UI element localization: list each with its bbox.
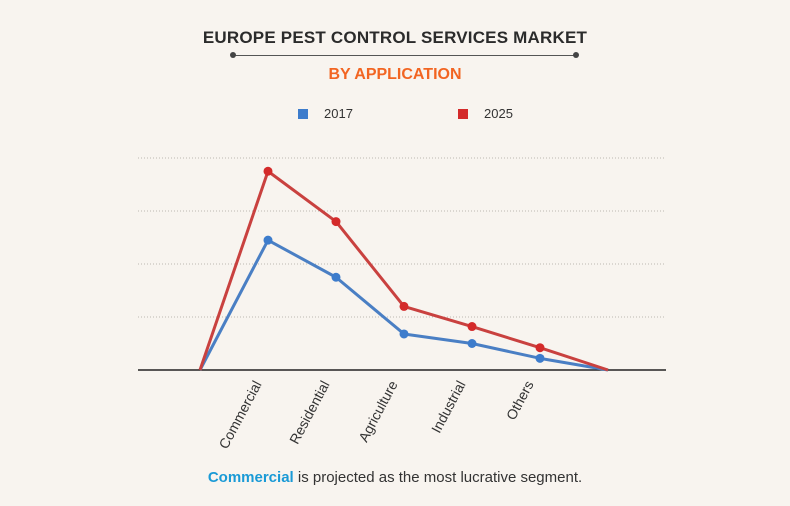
x-tick-label: Others	[503, 378, 537, 423]
divider-dot-right	[573, 52, 579, 58]
footnote: Commercial is projected as the most lucr…	[0, 469, 790, 486]
legend-swatch-2017	[298, 108, 308, 119]
title-divider	[233, 55, 576, 56]
data-point-2025	[263, 166, 273, 176]
legend: 2017 2025	[0, 106, 790, 124]
data-point-2017	[535, 353, 545, 363]
data-point-2025	[535, 343, 545, 353]
chart-subtitle: BY APPLICATION	[328, 66, 462, 83]
x-tick-label: Residential	[286, 378, 333, 447]
legend-label-2017: 2017	[324, 106, 353, 121]
data-point-2025	[399, 301, 409, 311]
data-point-2017	[467, 339, 477, 348]
footnote-text: is projected as the most lucrative segme…	[293, 469, 583, 486]
footnote-highlight: Commercial	[207, 469, 294, 486]
x-tick-label: Commercial	[215, 378, 264, 451]
legend-label-2025: 2025	[484, 106, 513, 121]
legend-item-2025: 2025	[458, 106, 513, 121]
legend-item-2017: 2017	[298, 106, 353, 121]
legend-swatch-2025	[458, 108, 468, 119]
x-tick-label: Industrial	[428, 378, 469, 436]
divider-dot-left	[230, 52, 236, 58]
x-tick-label: Agriculture	[355, 378, 401, 445]
data-point-2025	[467, 322, 477, 332]
chart-title: EUROPE PEST CONTROL SERVICES MARKET	[202, 28, 588, 47]
data-point-2017	[331, 272, 341, 282]
data-point-2017	[263, 235, 273, 245]
series-line-2025	[198, 169, 609, 372]
data-point-2025	[331, 217, 341, 227]
data-point-2017	[399, 329, 409, 339]
